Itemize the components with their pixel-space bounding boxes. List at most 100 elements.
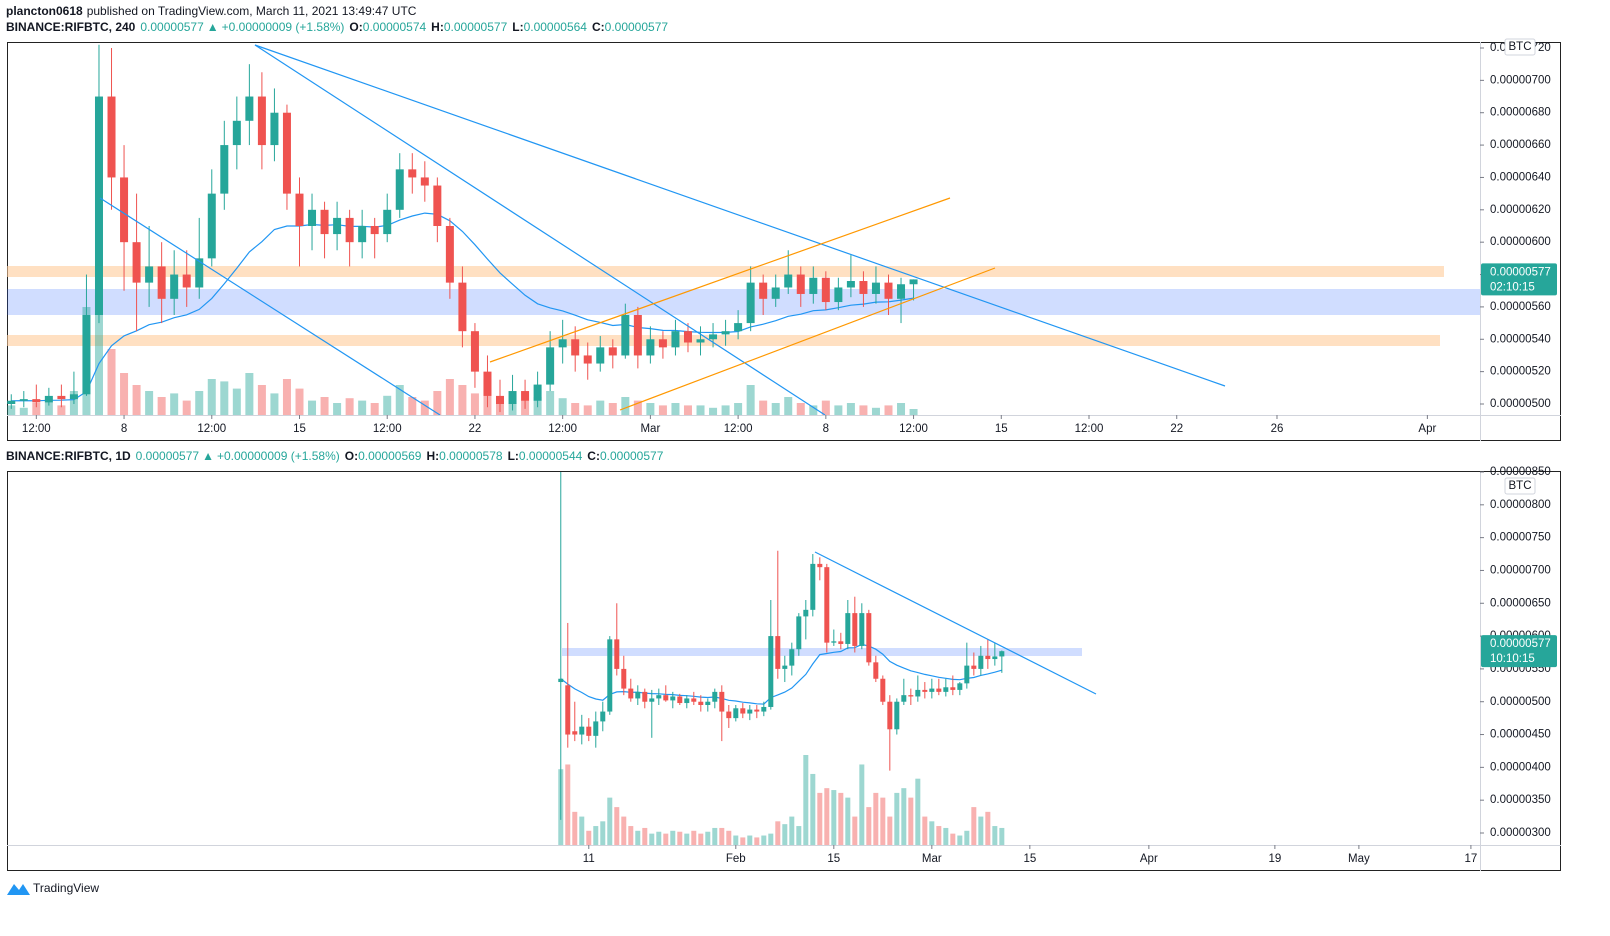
volume-bar — [7, 405, 16, 415]
zones — [562, 648, 1082, 656]
candle-body — [789, 649, 795, 666]
volume-bar — [656, 831, 662, 845]
candle-body — [712, 691, 718, 702]
volume-bar — [852, 816, 858, 845]
candle-body — [642, 691, 648, 702]
channel-line — [619, 267, 996, 411]
candle-body — [82, 314, 91, 395]
unit-label: BTC — [1509, 480, 1532, 492]
trend-line — [254, 44, 826, 415]
last-price: 0.00000577 — [1490, 266, 1551, 278]
candle-body — [908, 695, 914, 697]
volume-bar — [859, 405, 868, 415]
candle-body — [809, 277, 818, 294]
candle-body — [195, 258, 204, 288]
volume-bar — [145, 391, 154, 415]
candle-body — [593, 721, 599, 736]
high-label: H: — [426, 449, 439, 463]
candle-body — [383, 209, 392, 235]
close: 0.00000577 — [605, 20, 669, 34]
volume-bar — [579, 816, 585, 845]
volume-bar — [803, 755, 809, 845]
candle-body — [596, 347, 605, 364]
volume-bar — [32, 403, 41, 415]
x-tick-label: 22 — [469, 423, 482, 435]
candle-body — [796, 616, 802, 650]
header-line: plancton0618 published on TradingView.com… — [6, 4, 417, 18]
candle-body — [734, 323, 743, 332]
countdown: 10:10:15 — [1490, 653, 1535, 665]
x-tick-label: 17 — [1465, 853, 1478, 865]
volume-bar — [768, 833, 774, 845]
volume-bar — [107, 349, 116, 415]
volume-bar — [633, 400, 642, 415]
x-tick-label: 8 — [823, 423, 829, 435]
volume-bar — [583, 405, 592, 415]
candle-body — [771, 287, 780, 299]
plot-area — [558, 472, 1005, 845]
unit-box — [1504, 477, 1536, 495]
volume-bar — [57, 405, 66, 415]
x-tick-label: May — [1348, 853, 1370, 865]
candle-body — [709, 334, 718, 340]
candle-body — [846, 281, 855, 288]
volume-bar — [565, 764, 571, 845]
y-tick-label: 0.00000850 — [1490, 466, 1551, 478]
trend-line — [254, 44, 1226, 387]
candle-body — [572, 731, 578, 735]
candle-body — [658, 339, 667, 348]
candle-body — [796, 274, 805, 294]
brand: TradingView — [33, 881, 99, 895]
candle-body — [508, 391, 517, 404]
trend-line — [99, 197, 441, 415]
candle-body — [420, 177, 429, 186]
legend: BINANCE:RIFBTC, 240 0.00000577 ▲ +0.0000000… — [6, 20, 668, 34]
volume-bar — [470, 393, 479, 415]
candle-body — [649, 698, 655, 702]
volume-bar — [207, 379, 216, 415]
candle-body — [696, 339, 705, 343]
candle-body — [32, 399, 41, 403]
volume-bar — [614, 807, 620, 845]
x-tick-label: Feb — [726, 853, 746, 865]
candle-body — [759, 282, 768, 299]
candle-body — [614, 639, 620, 669]
volume-bar — [677, 831, 683, 845]
candle-body — [257, 96, 266, 146]
volume-bar — [596, 400, 605, 415]
volume-bar — [621, 816, 627, 845]
candle-body — [705, 701, 711, 706]
axes: 0.00000500 0.00000520 0.00000540 0.00000560… — [22, 38, 1557, 435]
candle-body — [470, 331, 479, 372]
volume-bar — [586, 830, 592, 845]
candle-body — [558, 339, 567, 348]
y-tick-label: 0.00000620 — [1490, 204, 1551, 216]
candle-body — [533, 384, 542, 401]
candle-body — [483, 371, 492, 396]
candle-body — [943, 687, 949, 692]
open-label: O: — [345, 449, 358, 463]
volume-bar — [866, 807, 872, 845]
candle-body — [370, 225, 379, 235]
panel-frame — [7, 42, 1561, 441]
candle-body — [922, 689, 928, 692]
close-label: C: — [592, 20, 605, 34]
candle-body — [646, 339, 655, 356]
support-zone — [7, 335, 1440, 346]
axes: 0.00000300 0.00000350 0.00000400 0.00000450… — [583, 466, 1557, 865]
volume-bar — [957, 835, 963, 845]
volume-bar — [796, 403, 805, 415]
volume-bar — [370, 403, 379, 415]
volume-bar — [157, 397, 166, 415]
volume-bar — [132, 385, 141, 415]
volume-bar — [608, 403, 617, 415]
open: 0.00000569 — [358, 449, 422, 463]
volume-bar — [771, 403, 780, 415]
candle-body — [915, 689, 921, 697]
last-price: 0.00000577 — [1490, 638, 1551, 650]
volume-bar — [445, 379, 454, 415]
volume-bar — [922, 816, 928, 845]
candle-body — [964, 665, 970, 684]
volume-bar — [831, 790, 837, 845]
